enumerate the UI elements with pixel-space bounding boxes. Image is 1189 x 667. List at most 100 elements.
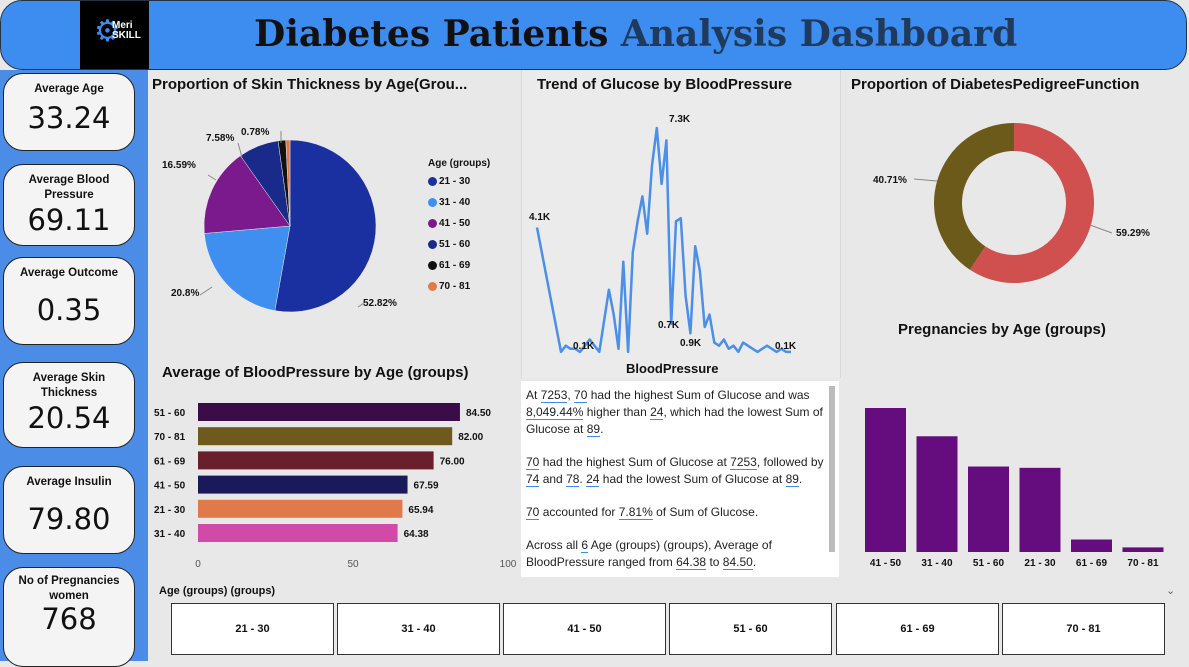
glucose-series-line[interactable] xyxy=(535,126,791,354)
slicer-item[interactable]: 41 - 50 xyxy=(503,603,666,655)
slicer-item[interactable]: 31 - 40 xyxy=(337,603,500,655)
narrative-scrollbar[interactable] xyxy=(829,386,835,552)
pedigree-donut-chart xyxy=(913,123,1113,283)
kpi-card-average-insulin: Average Insulin 79.80 xyxy=(3,466,135,554)
hbar-category-label: 61 - 69 xyxy=(154,456,186,467)
hbar-category-label: 41 - 50 xyxy=(154,481,186,492)
kpi-value: 69.11 xyxy=(27,203,111,237)
chevron-down-icon[interactable]: ⌄ xyxy=(1166,585,1176,597)
donut-leader-line xyxy=(1089,224,1113,234)
kpi-value: 33.24 xyxy=(27,101,111,135)
donut-slice-label: 59.29% xyxy=(1116,228,1150,239)
hbar-axis-tick: 100 xyxy=(500,559,517,570)
legend-dot-icon xyxy=(428,282,437,291)
pie-legend-item[interactable]: 61 - 69 xyxy=(428,260,470,271)
bloodpressure-bar-chart: 51 - 60 84.50 70 - 81 82.00 61 - 69 76.00 41 -… xyxy=(154,403,517,570)
line-chart-title: Trend of Glucose by BloodPressure xyxy=(537,76,793,93)
legend-label: 31 - 40 xyxy=(439,197,471,208)
kpi-label: No of Pregnancies women xyxy=(18,575,120,602)
glucose-trend-line-chart xyxy=(535,126,791,354)
vbar-bar[interactable] xyxy=(1071,539,1112,552)
hbar-bar[interactable] xyxy=(198,475,408,494)
pie-legend-item[interactable]: 31 - 40 xyxy=(428,197,470,208)
vbar-bar[interactable] xyxy=(968,466,1009,552)
hbar-bar[interactable] xyxy=(198,403,460,421)
narrative-paragraph: At 7253, 70 had the highest Sum of Gluco… xyxy=(526,388,823,437)
hbar-category-label: 21 - 30 xyxy=(154,505,186,516)
vbar-bar[interactable] xyxy=(865,408,906,552)
donut-segment[interactable] xyxy=(933,123,1014,270)
vbar-category-label: 41 - 50 xyxy=(870,558,902,569)
hbar-value-label: 76.00 xyxy=(440,456,465,467)
legend-dot-icon xyxy=(428,219,437,228)
hbar-value-label: 67.59 xyxy=(414,481,439,492)
vbar-category-label: 51 - 60 xyxy=(973,558,1005,569)
logo-text: Meri SKILL xyxy=(112,20,141,41)
slicer-title: Age (groups) (groups) xyxy=(159,585,276,597)
pie-leader-line xyxy=(237,142,243,158)
vbar-bar[interactable] xyxy=(1122,547,1164,552)
pie-leader-line xyxy=(207,174,217,181)
hbar-axis-tick: 0 xyxy=(195,559,201,570)
kpi-value: 0.35 xyxy=(36,293,102,327)
hbar-bar[interactable] xyxy=(198,524,398,542)
legend-dot-icon xyxy=(428,261,437,270)
line-mid-label: 0.7K xyxy=(658,320,680,331)
slicer-item[interactable]: 21 - 30 xyxy=(171,603,334,655)
hbar-chart-title: Average of BloodPressure by Age (groups) xyxy=(162,364,469,381)
slicer-item[interactable]: 51 - 60 xyxy=(669,603,832,655)
pie-slice-31-40[interactable] xyxy=(204,225,291,311)
dashboard-header: ⚙ Meri SKILL Diabetes Patients Analysis D… xyxy=(0,0,1187,70)
pie-legend-item[interactable]: 21 - 30 xyxy=(428,176,470,187)
line-end-label: 0.1K xyxy=(775,341,797,352)
hbar-value-label: 84.50 xyxy=(466,408,491,419)
pie-slice-21-30[interactable] xyxy=(274,139,377,313)
pie-legend-title: Age (groups) xyxy=(428,158,491,169)
pie-legend-item[interactable]: 51 - 60 xyxy=(428,239,470,250)
donut-segment[interactable] xyxy=(969,123,1094,283)
pie-slice-label: 20.8% xyxy=(171,288,200,299)
kpi-card-average-skin-thickness: Average Skin Thickness 20.54 xyxy=(3,362,135,448)
pie-legend-item[interactable]: 41 - 50 xyxy=(428,218,470,229)
donut-chart-title: Proportion of DiabetesPedigreeFunction xyxy=(851,76,1140,93)
kpi-label: Average Age xyxy=(34,83,104,95)
kpi-label: Average Skin Thickness xyxy=(32,372,106,399)
legend-dot-icon xyxy=(428,240,437,249)
pregnancies-bar-chart: 41 - 50 31 - 40 51 - 60 21 - 30 61 - 69 70 - … xyxy=(865,408,1164,569)
pie-slice-70-81[interactable] xyxy=(285,139,291,227)
hbar-category-label: 51 - 60 xyxy=(154,408,186,419)
kpi-label: Average Outcome xyxy=(20,267,118,279)
hbar-bar[interactable] xyxy=(198,499,403,518)
line-mid2-label: 0.9K xyxy=(680,338,702,349)
donut-slice-label: 40.71% xyxy=(873,175,907,186)
kpi-card-average-outcome: Average Outcome 0.35 xyxy=(3,257,135,345)
kpi-value: 768 xyxy=(41,602,97,636)
vbar-bar[interactable] xyxy=(916,436,958,552)
legend-label: 21 - 30 xyxy=(439,176,471,187)
donut-leader-line xyxy=(913,178,938,182)
legend-label: 51 - 60 xyxy=(439,239,471,250)
narrative-paragraph: 70 had the highest Sum of Glucose at 725… xyxy=(526,455,824,487)
hbar-value-label: 82.00 xyxy=(458,432,483,443)
legend-dot-icon xyxy=(428,198,437,207)
pie-slice-label: 16.59% xyxy=(162,160,196,171)
hbar-value-label: 65.94 xyxy=(408,505,433,516)
hbar-bar[interactable] xyxy=(198,451,434,470)
pie-legend-item[interactable]: 70 - 81 xyxy=(428,281,470,292)
hbar-bar[interactable] xyxy=(198,427,453,446)
slicer-item[interactable]: 70 - 81 xyxy=(1002,603,1165,655)
slicer-item[interactable]: 61 - 69 xyxy=(836,603,999,655)
kpi-label: Average Insulin xyxy=(26,476,112,488)
line-low-label: 0.1K xyxy=(573,341,595,352)
kpi-card-average-blood-pressure: Average Blood Pressure 69.11 xyxy=(3,164,135,246)
legend-label: 70 - 81 xyxy=(439,281,471,292)
meriskill-logo: ⚙ Meri SKILL xyxy=(80,1,149,69)
vbar-bar[interactable] xyxy=(1019,467,1061,552)
pie-slice-label: 52.82% xyxy=(363,298,397,309)
vbar-category-label: 31 - 40 xyxy=(921,558,953,569)
pie-slice-41-50[interactable] xyxy=(203,155,291,234)
narrative-paragraph: Across all 6 Age (groups) (groups), Aver… xyxy=(526,538,772,570)
pie-leader-line xyxy=(357,302,365,308)
hbar-category-label: 31 - 40 xyxy=(154,529,186,540)
line-x-axis-label: BloodPressure xyxy=(626,361,719,376)
